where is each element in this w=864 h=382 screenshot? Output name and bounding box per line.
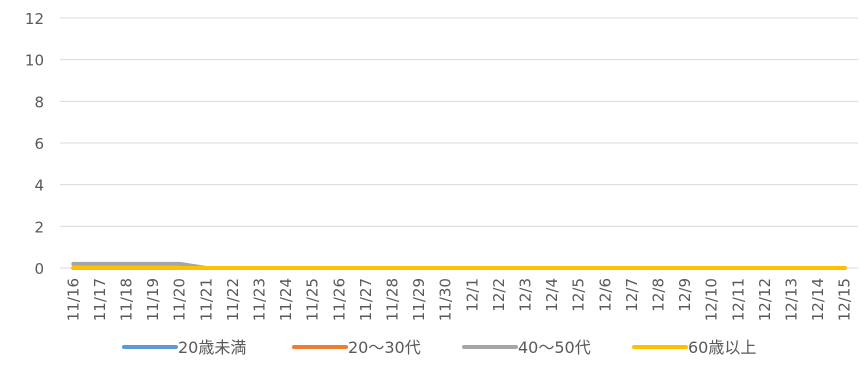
legend-item: 60歳以上: [634, 338, 756, 357]
x-tick-label: 11/30: [437, 278, 455, 321]
y-tick-label: 8: [34, 93, 44, 111]
legend: 20歳未満 20〜30代 40〜50代 60歳以上: [124, 338, 756, 357]
x-tick-label: 12/4: [543, 278, 561, 312]
x-tick-label: 12/6: [596, 278, 614, 312]
x-tick-label: 12/13: [783, 278, 801, 321]
x-tick-label: 11/25: [304, 278, 322, 321]
x-tick-label: 11/23: [251, 278, 269, 321]
gridlines: [60, 18, 858, 268]
x-tick-label: 11/21: [197, 278, 215, 321]
x-axis-tick-labels: 11/16 11/17 11/18 11/19 11/20 11/21 11/22 11/23…: [64, 278, 853, 321]
x-tick-label: 12/9: [676, 278, 694, 312]
x-tick-label: 12/12: [756, 278, 774, 321]
x-tick-label: 11/20: [171, 278, 189, 321]
y-tick-label: 6: [34, 135, 44, 153]
x-tick-label: 11/19: [144, 278, 162, 321]
x-tick-label: 12/5: [570, 278, 588, 312]
y-tick-label: 0: [34, 260, 44, 278]
legend-item: 20〜30代: [294, 338, 421, 357]
legend-label: 20歳未満: [178, 338, 246, 357]
x-tick-label: 12/8: [650, 278, 668, 312]
x-tick-label: 11/27: [357, 278, 375, 321]
legend-label: 60歳以上: [688, 338, 756, 357]
x-tick-label: 11/29: [410, 278, 428, 321]
y-tick-label: 2: [34, 218, 44, 236]
legend-label: 20〜30代: [348, 338, 421, 357]
x-tick-label: 11/24: [277, 278, 295, 321]
legend-label: 40〜50代: [518, 338, 591, 357]
x-tick-label: 11/18: [118, 278, 136, 321]
x-tick-label: 11/22: [224, 278, 242, 321]
x-tick-label: 12/7: [623, 278, 641, 312]
x-tick-label: 11/16: [64, 278, 82, 321]
x-tick-label: 12/14: [809, 278, 827, 321]
y-axis-tick-labels: 0 2 4 6 8 10 12: [25, 10, 44, 278]
legend-item: 20歳未満: [124, 338, 246, 357]
x-tick-label: 11/26: [330, 278, 348, 321]
y-tick-label: 4: [34, 177, 44, 195]
legend-item: 40〜50代: [464, 338, 591, 357]
series-lines: [73, 264, 845, 268]
x-tick-label: 12/3: [517, 278, 535, 312]
y-tick-label: 10: [25, 52, 44, 70]
x-tick-label: 11/17: [91, 278, 109, 321]
x-tick-label: 11/28: [384, 278, 402, 321]
y-tick-label: 12: [25, 10, 44, 28]
x-tick-label: 12/15: [836, 278, 854, 321]
x-tick-label: 12/1: [463, 278, 481, 312]
x-tick-label: 12/11: [729, 278, 747, 321]
x-tick-label: 12/2: [490, 278, 508, 312]
x-tick-label: 12/10: [703, 278, 721, 321]
